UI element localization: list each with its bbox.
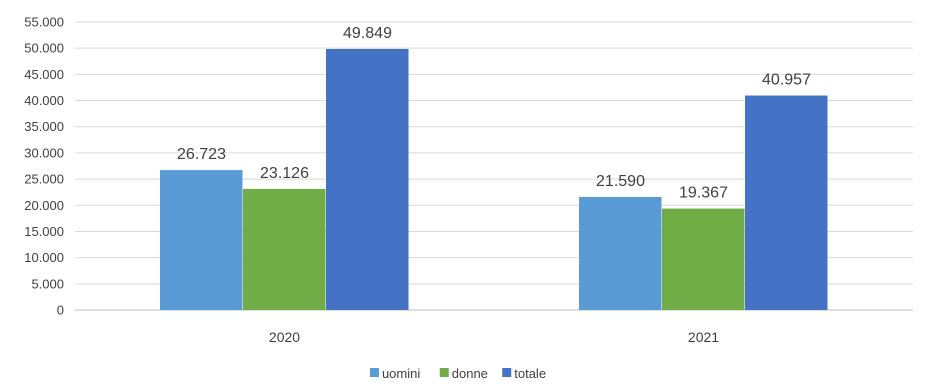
- y-tick-label: 5.000: [31, 276, 64, 291]
- y-tick-label: 50.000: [24, 41, 64, 56]
- y-axis-ticks: 0 5.000 10.000 15.000 20.000 25.000 30.000 35.0…: [24, 15, 64, 318]
- legend-label-totale: totale: [514, 366, 546, 381]
- y-tick-label: 40.000: [24, 93, 64, 108]
- bar-totale-2020: [326, 48, 409, 311]
- legend-swatch-uomini: [369, 368, 379, 377]
- x-tick-label: 2021: [688, 329, 719, 345]
- bar-donne-2020: [243, 188, 326, 310]
- legend-label-uomini: uomini: [382, 366, 420, 381]
- x-tick-label: 2020: [269, 329, 300, 345]
- legend-swatch-donne: [439, 368, 449, 377]
- legend-swatch-totale: [502, 368, 512, 377]
- bars: [160, 48, 828, 311]
- data-label-donne-2021: 19.367: [679, 185, 728, 202]
- data-label-donne-2020: 23.126: [260, 165, 309, 182]
- y-tick-label: 0: [57, 303, 64, 318]
- data-label-uomini-2020: 26.723: [177, 146, 226, 163]
- bar-uomini-2021: [579, 196, 662, 310]
- y-tick-label: 45.000: [24, 67, 64, 82]
- y-tick-label: 25.000: [24, 172, 64, 187]
- y-tick-label: 15.000: [24, 224, 64, 239]
- y-tick-label: 20.000: [24, 198, 64, 213]
- y-tick-label: 10.000: [24, 250, 64, 265]
- legend: uomini donne totale: [369, 366, 546, 381]
- bar-donne-2021: [662, 208, 745, 310]
- data-label-totale-2020: 49.849: [343, 25, 392, 42]
- data-label-totale-2021: 40.957: [762, 72, 811, 89]
- bar-totale-2021: [745, 95, 828, 310]
- data-labels: 26.723 23.126 49.849 21.590 19.367 40.957: [177, 25, 811, 202]
- legend-label-donne: donne: [452, 366, 488, 381]
- data-label-uomini-2021: 21.590: [596, 173, 645, 190]
- x-axis-ticks: 2020 2021: [269, 329, 719, 345]
- y-tick-label: 55.000: [24, 15, 64, 30]
- bar-uomini-2020: [160, 170, 243, 310]
- y-tick-label: 30.000: [24, 145, 64, 160]
- y-tick-label: 35.000: [24, 119, 64, 134]
